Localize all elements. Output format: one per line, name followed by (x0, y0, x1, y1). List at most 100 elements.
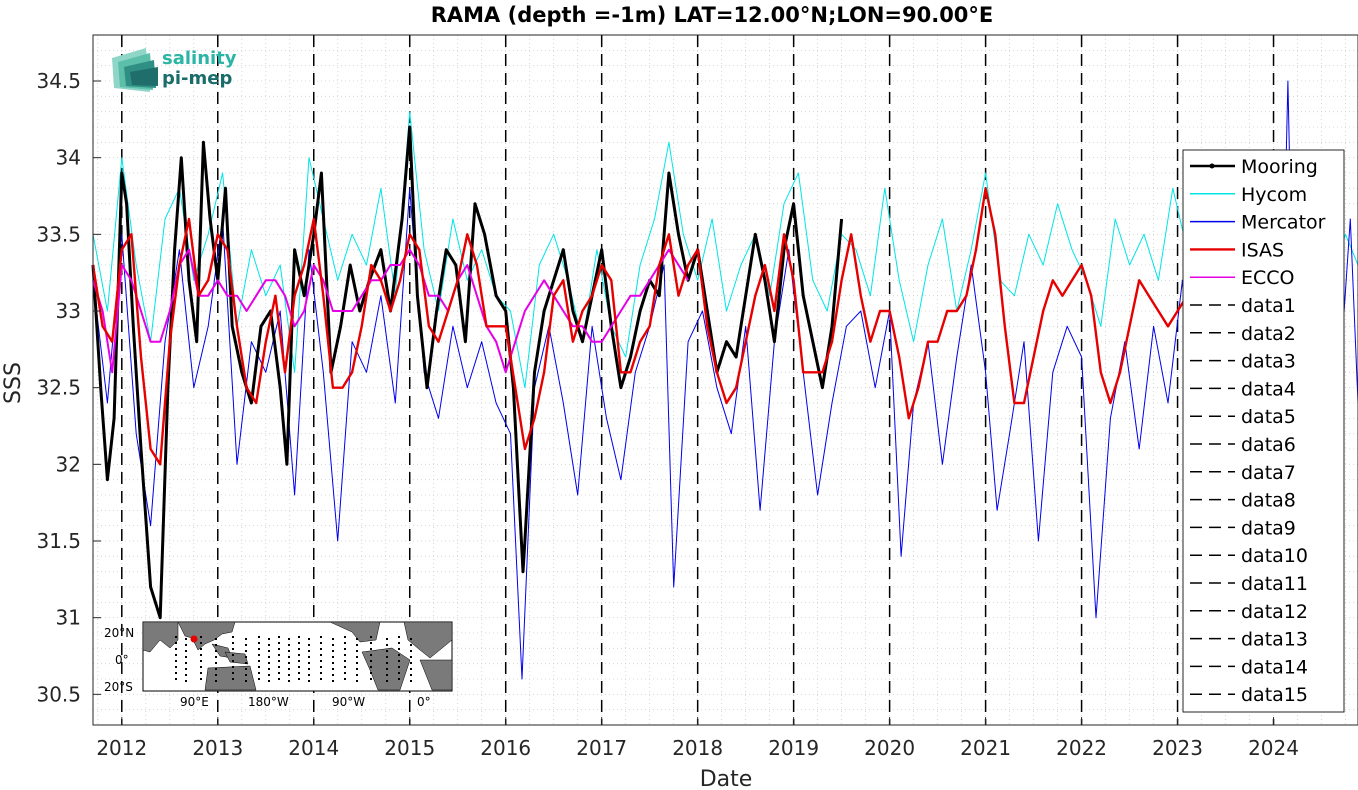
y-tick-label: 34.5 (36, 69, 81, 93)
map-mooring-dot (278, 636, 280, 638)
map-mooring-dot (258, 654, 260, 656)
map-mooring-dot (258, 660, 260, 662)
legend: Mooring Hycom Mercator ISAS ECCO data1 data2 da… (1182, 149, 1345, 713)
map-mooring-dot (215, 656, 217, 658)
series-lines (91, 80, 1358, 680)
map-mooring-dot (215, 668, 217, 670)
map-mooring-dot (232, 642, 234, 644)
series-line-isas (91, 187, 1189, 466)
map-mooring-dot (320, 642, 322, 644)
legend-entry: data14 (1190, 656, 1308, 678)
y-axis-label: SSS (1, 362, 26, 404)
x-tick-label: 2012 (96, 736, 147, 760)
map-mooring-dot (215, 674, 217, 676)
map-mooring-dot (332, 662, 334, 664)
salinity-pi-mep-logo: salinity pi-mep (112, 48, 237, 92)
map-mooring-dot (370, 678, 372, 680)
map-mooring-dot (288, 638, 290, 640)
map-mooring-dot (200, 654, 202, 656)
x-tick-label: 2022 (1056, 736, 1107, 760)
map-mooring-dot (288, 662, 290, 664)
map-mooring-dot (298, 672, 300, 674)
map-mooring-dot (332, 644, 334, 646)
map-mooring-dot (308, 638, 310, 640)
map-mooring-dot (175, 636, 177, 638)
legend-label: data14 (1241, 656, 1308, 678)
legend-label: data15 (1241, 684, 1308, 706)
map-mooring-dot (245, 638, 247, 640)
map-mooring-dot (200, 660, 202, 662)
x-tick-label: 2015 (384, 736, 435, 760)
map-mooring-dot (308, 680, 310, 682)
x-tick-label: 2014 (288, 736, 339, 760)
map-mooring-dot (344, 654, 346, 656)
x-tick-label: 2017 (576, 736, 627, 760)
map-mooring-dot (232, 666, 234, 668)
map-mooring-dot (344, 678, 346, 680)
map-mooring-dot (308, 662, 310, 664)
map-mooring-dot (268, 668, 270, 670)
map-mooring-dot (344, 672, 346, 674)
map-mooring-dot (398, 678, 400, 680)
series-line-mercator (92, 80, 1358, 680)
map-mooring-dot (386, 656, 388, 658)
map-mooring-dot (278, 648, 280, 650)
map-mooring-dot (398, 666, 400, 668)
map-mooring-dot (232, 636, 234, 638)
map-mooring-dot (320, 636, 322, 638)
logo-line1: salinity (162, 48, 237, 69)
map-mooring-dot (398, 642, 400, 644)
map-mooring-dot (175, 666, 177, 668)
map-mooring-dot (386, 674, 388, 676)
legend-entry: data12 (1190, 601, 1308, 623)
map-mooring-dot (320, 672, 322, 674)
x-tick-label: 2019 (768, 736, 819, 760)
y-tick-label: 31 (56, 606, 81, 630)
map-mooring-dot (278, 654, 280, 656)
map-mooring-dot (320, 678, 322, 680)
map-mooring-dot (278, 642, 280, 644)
legend-label: ISAS (1241, 239, 1284, 261)
map-mooring-dot (398, 654, 400, 656)
map-mooring-dot (356, 662, 358, 664)
x-tick-label: 2021 (960, 736, 1011, 760)
legend-entry: Hycom (1190, 184, 1307, 206)
map-mooring-dot (175, 660, 177, 662)
legend-swatch-dot (1209, 163, 1215, 169)
map-mooring-dot (298, 678, 300, 680)
legend-entry: data10 (1190, 545, 1308, 567)
map-mooring-dot (370, 636, 372, 638)
x-axis-label: Date (700, 767, 753, 790)
map-mooring-dot (268, 680, 270, 682)
inset-map-moorings (175, 636, 412, 682)
map-mooring-dot (245, 650, 247, 652)
map-mooring-dot (185, 662, 187, 664)
map-mooring-dot (370, 660, 372, 662)
axis-ticks: 2012 2013 2014 2015 2016 2017 2018 2019 2020 2021… (36, 69, 1299, 760)
map-lat-0: 0° (115, 653, 129, 667)
plot-frame (92, 34, 1358, 726)
map-mooring-dot (320, 654, 322, 656)
legend-entry: data9 (1190, 517, 1296, 539)
map-mooring-dot (185, 644, 187, 646)
series-line-hycom (92, 111, 1358, 389)
map-lon-0: 0° (417, 695, 431, 709)
legend-entry: data11 (1190, 573, 1308, 595)
legend-entry: ISAS (1190, 239, 1284, 261)
map-mooring-dot (288, 668, 290, 670)
map-mooring-dot (245, 674, 247, 676)
x-tick-label: 2024 (1248, 736, 1299, 760)
map-mooring-dot (268, 644, 270, 646)
map-mooring-dot (200, 666, 202, 668)
map-mooring-dot (410, 662, 412, 664)
map-mooring-dot (258, 636, 260, 638)
legend-entry: data5 (1190, 406, 1296, 428)
map-mooring-dot (410, 650, 412, 652)
map-mooring-dot (175, 648, 177, 650)
map-mooring-dot (258, 672, 260, 674)
map-mooring-dot (200, 642, 202, 644)
map-mooring-dot (245, 662, 247, 664)
legend-entry: data3 (1190, 351, 1296, 373)
legend-label: Mooring (1241, 156, 1318, 178)
map-mooring-dot (288, 644, 290, 646)
